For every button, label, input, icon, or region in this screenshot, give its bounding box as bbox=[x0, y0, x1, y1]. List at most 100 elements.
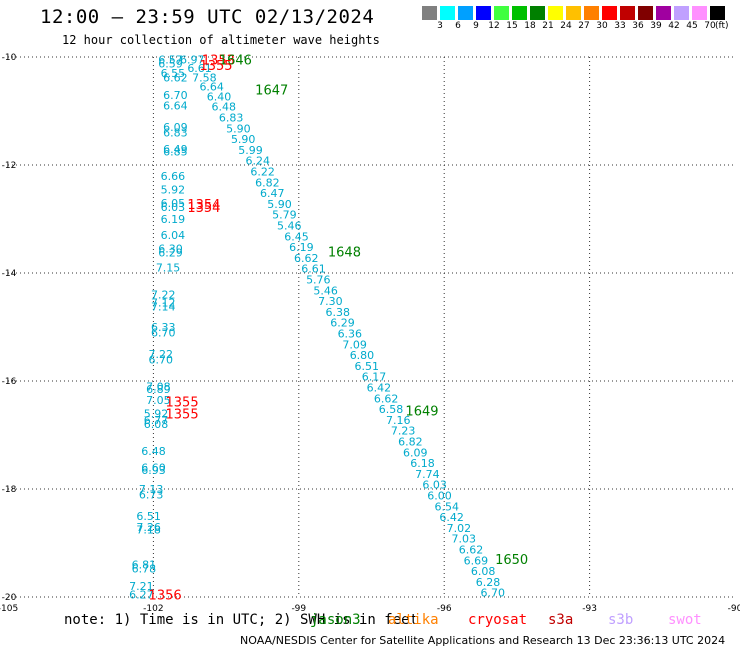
swh-value-label: 6.64 bbox=[199, 81, 224, 94]
colorbar-swatch bbox=[512, 6, 527, 20]
swh-value-label: 6.30 bbox=[158, 243, 183, 256]
swh-value-label: 6.47 bbox=[260, 187, 285, 200]
swh-value-label: 6.83 bbox=[219, 111, 244, 124]
colorbar-label: 12 bbox=[488, 21, 500, 31]
mission-s3a: s3a bbox=[548, 612, 574, 628]
colorbar-swatch bbox=[620, 6, 635, 20]
pass-number-label: 1355 bbox=[166, 396, 199, 411]
x-tick-label: -90 bbox=[728, 604, 740, 614]
swh-value-label: 7.26 bbox=[136, 521, 161, 534]
pass-number-label: 1354 bbox=[187, 198, 220, 213]
pass-number-label: 1648 bbox=[328, 245, 361, 260]
swh-value-label: 7.22 bbox=[151, 289, 176, 302]
swh-value-label: 6.81 bbox=[132, 559, 157, 572]
colorbar-label: 18 bbox=[524, 21, 536, 31]
colorbar-label: 21 bbox=[542, 21, 554, 31]
y-tick-label: -20 bbox=[2, 593, 17, 603]
page-subtitle: 12 hour collection of altimeter wave hei… bbox=[62, 33, 380, 47]
swh-value-label: 7.23 bbox=[391, 425, 416, 438]
swh-value-label: 6.57 bbox=[158, 54, 183, 67]
swh-value-label: 6.70 bbox=[151, 326, 176, 339]
swh-value-label: 6.48 bbox=[141, 445, 166, 458]
colorbar-label: 9 bbox=[473, 21, 479, 31]
swh-value-label: 6.62 bbox=[459, 543, 484, 556]
colorbar-swatch bbox=[638, 6, 653, 20]
swh-value-label: 6.08 bbox=[144, 418, 169, 431]
mission-altika: altika bbox=[388, 612, 439, 628]
swh-value-label: 5.90 bbox=[226, 122, 251, 135]
swh-value-label: 6.09 bbox=[403, 446, 428, 459]
colorbar-swatch bbox=[476, 6, 491, 20]
swh-value-label: 6.55 bbox=[161, 67, 186, 80]
swh-value-label: 5.76 bbox=[306, 273, 331, 286]
swh-value-label: 6.24 bbox=[245, 155, 270, 168]
axis-ticks: -105 -102 -99 -96 -93 -90 -10 -12 -14 -16 -18 -20 bbox=[0, 53, 740, 614]
note-text: note: 1) Time is in UTC; 2) SWH is in fe… bbox=[64, 612, 419, 628]
swh-value-label: 6.97 bbox=[180, 54, 205, 67]
swh-value-label: 6.28 bbox=[476, 576, 501, 589]
y-tick-label: -14 bbox=[2, 269, 17, 279]
pass-number-label: 1646 bbox=[219, 54, 252, 69]
colorbar-swatch bbox=[584, 6, 599, 20]
swh-value-label: 6.05 bbox=[161, 197, 186, 210]
pass-number-label: 1356 bbox=[149, 588, 182, 603]
swh-value-label: 6.89 bbox=[146, 383, 171, 396]
swh-value-label: 6.70 bbox=[149, 353, 174, 366]
colorbar-label: 33 bbox=[614, 21, 626, 31]
colorbar-swatch bbox=[530, 6, 545, 20]
x-tick-label: -96 bbox=[437, 604, 452, 614]
swh-value-label: 6.70 bbox=[163, 89, 188, 102]
swh-value-label: 7.13 bbox=[139, 483, 164, 496]
colorbar-label: 15 bbox=[506, 21, 518, 31]
swh-value-label: 6.33 bbox=[151, 321, 176, 334]
colorbar-swatch bbox=[458, 6, 473, 20]
colorbar-swatch bbox=[710, 6, 725, 20]
colorbar-label: 27 bbox=[578, 21, 590, 31]
pass-number-label: 1355 bbox=[166, 407, 199, 422]
swh-value-label: 5.46 bbox=[277, 219, 302, 232]
swh-value-label: 6.36 bbox=[338, 327, 363, 340]
swh-value-label: 6.62 bbox=[163, 72, 188, 85]
swh-value-label: 6.78 bbox=[132, 562, 157, 575]
swh-value-label: 7.14 bbox=[151, 300, 176, 313]
pass-number-label: 1650 bbox=[495, 553, 528, 568]
swh-value-label: 7.18 bbox=[136, 524, 161, 537]
swh-value-label: 6.29 bbox=[158, 246, 183, 259]
page-title: 12:00 – 23:59 UTC 02/13/2024 bbox=[40, 6, 375, 28]
swh-value-label: 6.60 bbox=[141, 461, 166, 474]
colorbar-label: 6 bbox=[455, 21, 461, 31]
colorbar-label: 24 bbox=[560, 21, 572, 31]
mission-swot: swot bbox=[668, 612, 702, 628]
swh-value-label: 6.82 bbox=[255, 176, 280, 189]
colorbar-swatch bbox=[494, 6, 509, 20]
x-tick-label: -93 bbox=[582, 604, 597, 614]
x-tick-label: -105 bbox=[0, 604, 18, 614]
swh-value-label: 6.58 bbox=[379, 403, 404, 416]
swh-value-label: 6.42 bbox=[439, 511, 464, 524]
swh-value-label: 7.15 bbox=[156, 262, 181, 275]
y-tick-label: -18 bbox=[2, 485, 17, 495]
colorbar-swatch bbox=[656, 6, 671, 20]
x-tick-label: -99 bbox=[291, 604, 306, 614]
swh-value-label: 5.92 bbox=[144, 407, 169, 420]
y-tick-label: -12 bbox=[2, 161, 17, 171]
swh-value-label: 7.02 bbox=[447, 522, 472, 535]
swh-value-label: 7.05 bbox=[146, 394, 171, 407]
swh-value-label: 6.40 bbox=[207, 90, 232, 103]
colorbar-unit: (ft) bbox=[715, 21, 729, 31]
swh-value-label: 6.09 bbox=[163, 121, 188, 134]
swh-value-label: 6.04 bbox=[161, 229, 186, 242]
swh-value-label: 6.51 bbox=[136, 510, 161, 523]
swh-value-label: 7.30 bbox=[318, 295, 343, 308]
swh-value-label: 6.62 bbox=[294, 252, 319, 265]
swh-value-label: 5.79 bbox=[272, 209, 297, 222]
colorbar-label: 42 bbox=[668, 21, 680, 31]
swh-value-label: 6.18 bbox=[410, 457, 435, 470]
colorbar-swatch bbox=[548, 6, 563, 20]
swh-values: 6.576.596.556.626.706.646.096.836.496.85… bbox=[129, 54, 505, 602]
colorbar-label: 70 bbox=[704, 21, 716, 31]
swh-value-label: 6.22 bbox=[250, 165, 274, 178]
swh-value-label: 6.85 bbox=[163, 146, 188, 159]
colorbar-label: 36 bbox=[632, 21, 644, 31]
